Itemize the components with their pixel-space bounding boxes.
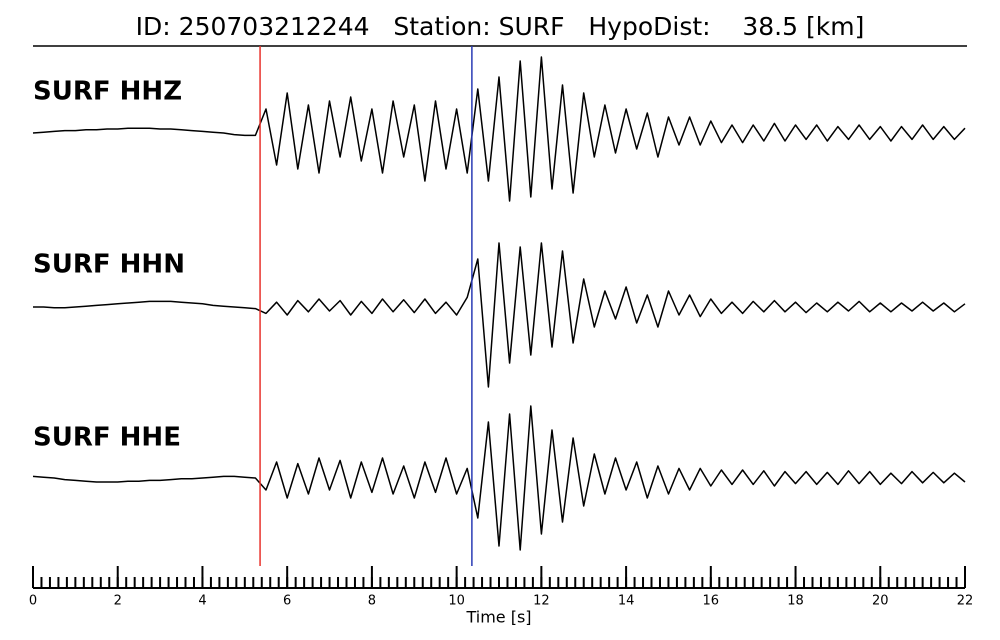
x-tick-label: 2 xyxy=(114,594,122,609)
waveform xyxy=(32,56,966,202)
x-tick-label: 0 xyxy=(29,594,37,609)
channel-label: SURF HHE xyxy=(33,423,181,453)
waveform xyxy=(32,405,966,551)
x-tick-label: 10 xyxy=(448,594,465,609)
x-tick-label: 22 xyxy=(957,594,974,609)
x-tick-label: 4 xyxy=(198,594,206,609)
x-tick-label: 6 xyxy=(283,594,291,609)
x-tick-label: 14 xyxy=(618,594,635,609)
chart-title: ID: 250703212244 Station: SURF HypoDist:… xyxy=(136,12,865,41)
channel-label: SURF HHZ xyxy=(33,77,182,107)
x-axis-label: Time [s] xyxy=(465,608,531,627)
x-tick-label: 8 xyxy=(368,594,376,609)
channel-label: SURF HHN xyxy=(33,250,185,280)
x-tick-label: 20 xyxy=(872,594,889,609)
x-tick-label: 16 xyxy=(703,594,720,609)
x-tick-label: 12 xyxy=(533,594,550,609)
x-tick-label: 18 xyxy=(787,594,804,609)
waveform xyxy=(33,242,966,388)
